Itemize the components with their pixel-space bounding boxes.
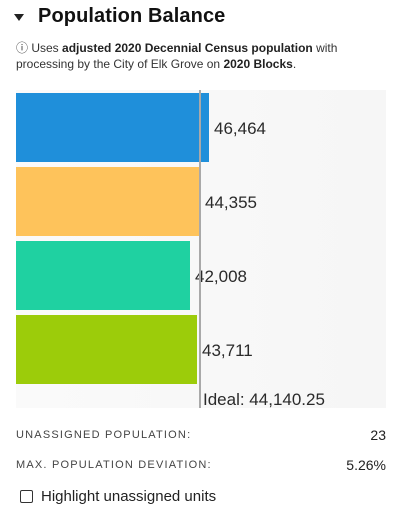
ideal-label: Ideal: 44,140.25 bbox=[203, 390, 325, 409]
highlight-unassigned-toggle[interactable]: Highlight unassigned units bbox=[20, 486, 216, 506]
unassigned-population-value: 23 bbox=[370, 427, 386, 443]
note-middle: with processing by the City of Elk Grove… bbox=[16, 41, 338, 71]
bar-4 bbox=[16, 315, 197, 384]
highlight-unassigned-label[interactable]: Highlight unassigned units bbox=[41, 487, 217, 505]
max-deviation-label: MAX. POPULATION DEVIATION: bbox=[16, 459, 212, 471]
unassigned-population-label: UNASSIGNED POPULATION: bbox=[16, 429, 192, 441]
caret-down-icon[interactable] bbox=[14, 13, 24, 21]
note-bold-blocks: 2020 Blocks bbox=[223, 57, 293, 71]
section-title: Population Balance bbox=[38, 4, 226, 27]
bar-value-label-3: 42,008 bbox=[195, 267, 247, 286]
section-header[interactable]: Population Balance bbox=[14, 0, 225, 32]
max-deviation-row: MAX. POPULATION DEVIATION: 5.26% bbox=[16, 455, 386, 475]
info-note: ⓘ Uses adjusted 2020 Decennial Census po… bbox=[16, 40, 388, 72]
bar-value-label-1: 46,464 bbox=[214, 119, 266, 138]
bar-value-label-4: 43,711 bbox=[202, 341, 253, 360]
population-bar-chart: 46,464 44,355 42,008 43,711 Ideal: 44,140.25 bbox=[16, 90, 386, 409]
max-deviation-value: 5.26% bbox=[346, 457, 386, 473]
note-suffix: . bbox=[292, 57, 297, 71]
bar-2 bbox=[16, 167, 200, 236]
unassigned-population-row: UNASSIGNED POPULATION: 23 bbox=[16, 425, 386, 445]
bar-3 bbox=[16, 241, 190, 310]
highlight-unassigned-checkbox[interactable] bbox=[20, 489, 33, 503]
bar-1 bbox=[16, 93, 209, 162]
note-prefix: ⓘ Uses bbox=[16, 41, 63, 55]
bar-value-label-2: 44,355 bbox=[205, 193, 257, 212]
note-bold-population: adjusted 2020 Decennial Census populatio… bbox=[62, 41, 313, 55]
ideal-line bbox=[199, 90, 201, 408]
